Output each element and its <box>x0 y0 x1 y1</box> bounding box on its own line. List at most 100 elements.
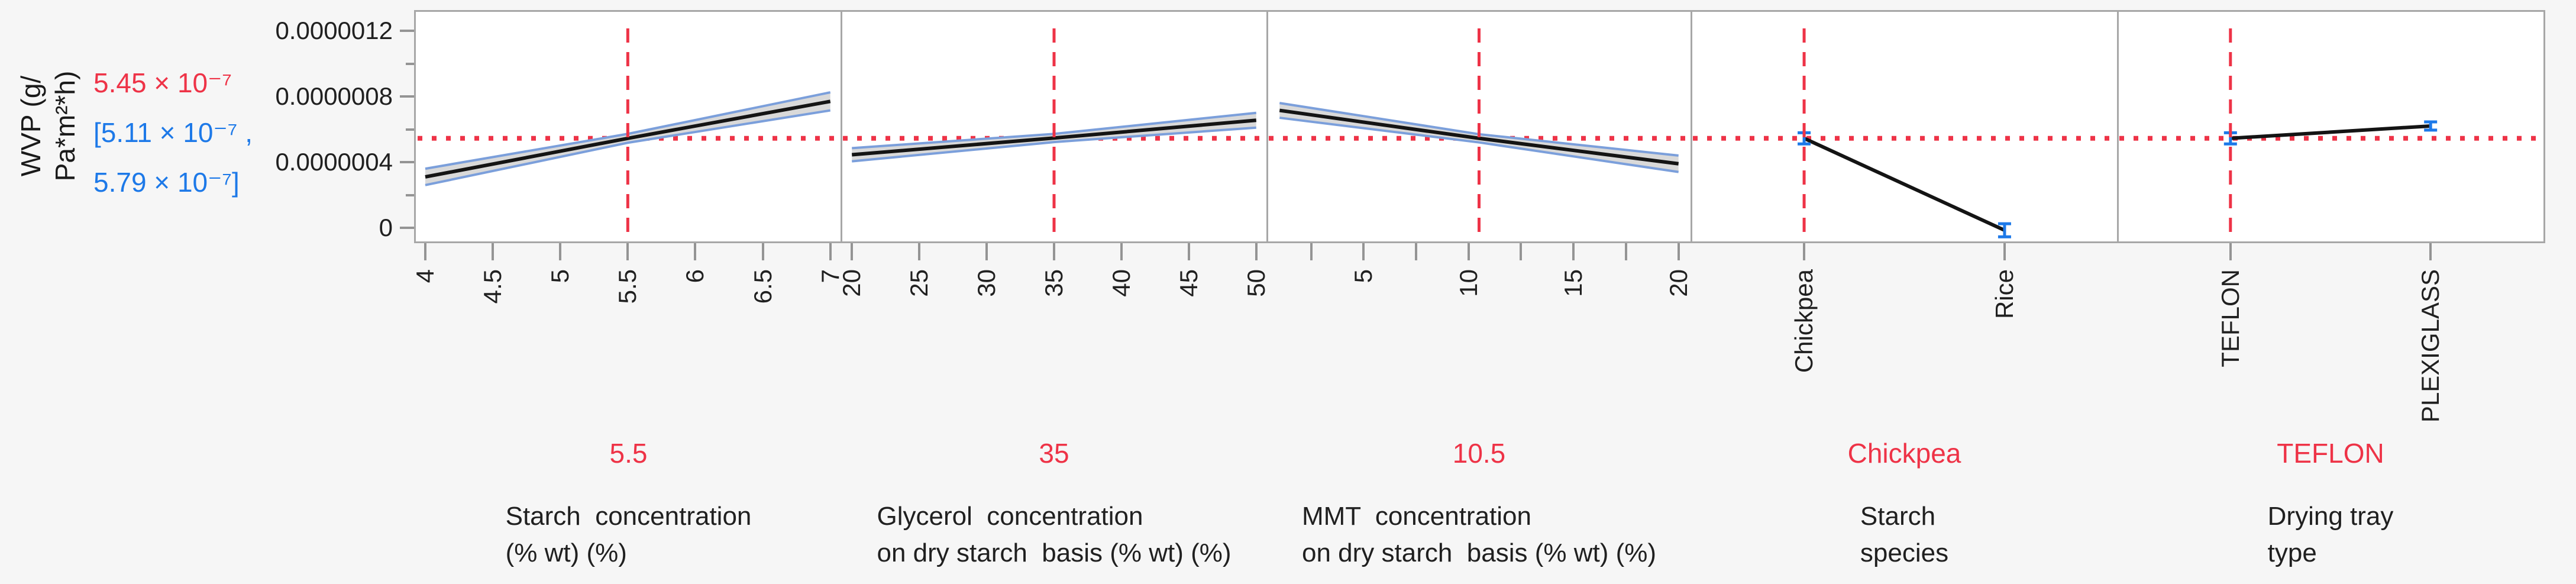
predicted-ci-upper: 5.79 × 10⁻⁷] <box>93 167 240 198</box>
x-tick <box>1187 243 1190 260</box>
x-tick-label: 30 <box>972 269 1001 297</box>
panel-5 <box>2118 12 2543 241</box>
x-minor-tick <box>1415 243 1417 260</box>
y-tick-label: 0.0000008 <box>275 82 393 110</box>
factor-footer-2: 35 Glycerol concentration on dry starch b… <box>841 437 1267 572</box>
x-tick <box>1120 243 1123 260</box>
y-tick <box>400 95 415 98</box>
prediction-trace <box>851 118 1257 157</box>
factor-name: Drying tray type <box>2267 502 2394 567</box>
panel-separator <box>1266 12 1268 241</box>
x-minor-tick <box>1624 243 1627 260</box>
x-tick <box>1255 243 1258 260</box>
x-tick <box>559 243 562 260</box>
x-tick-label: 5 <box>546 269 574 283</box>
prediction-trace <box>425 99 831 179</box>
factor-current-value: 35 <box>1039 438 1069 469</box>
x-tick-label: PLEXIGLASS <box>2416 269 2445 423</box>
factor-footer-3: 10.5 MMT concentration on dry starch basi… <box>1267 437 1691 572</box>
factor-footer-5: TEFLON Drying tray type <box>2118 437 2543 572</box>
x-tick <box>2429 243 2432 260</box>
panel-separator <box>2117 12 2119 241</box>
x-tick <box>1572 243 1575 260</box>
panel-separator <box>841 12 842 241</box>
factor-current-value: TEFLON <box>2277 438 2384 469</box>
x-tick <box>985 243 988 260</box>
y-tick-label: 0.0000004 <box>275 148 393 176</box>
x-tick <box>1677 243 1680 260</box>
predicted-ci-lower: [5.11 × 10⁻⁷ , <box>93 117 253 148</box>
y-tick-label: 0.0000012 <box>275 17 393 44</box>
x-tick <box>694 243 697 260</box>
x-tick-label: 45 <box>1174 269 1203 297</box>
x-tick-label: 6.5 <box>748 269 777 304</box>
panel-1 <box>416 12 841 241</box>
panel-plot-area-3 <box>1269 28 1689 237</box>
x-tick-label: Chickpea <box>1790 269 1818 373</box>
y-tick <box>400 227 415 229</box>
x-tick <box>1467 243 1470 260</box>
x-tick <box>851 243 854 260</box>
panel-plot-area-5 <box>2119 28 2542 237</box>
factor-current-value: 10.5 <box>1452 438 1506 469</box>
x-tick <box>492 243 494 260</box>
y-tick <box>400 30 415 32</box>
x-minor-tick <box>1520 243 1523 260</box>
prediction-trace <box>1803 137 2006 232</box>
predicted-value: 5.45 × 10⁻⁷ <box>93 67 232 98</box>
prediction-trace <box>1279 108 1679 166</box>
x-tick-label: 50 <box>1242 269 1270 297</box>
x-tick <box>2229 243 2232 260</box>
panel-4 <box>1691 12 2118 241</box>
factor-name: Glycerol concentration on dry starch bas… <box>877 502 1232 567</box>
x-tick <box>761 243 764 260</box>
y-minor-tick <box>406 193 415 196</box>
panel-plot-area-2 <box>843 28 1265 237</box>
y-minor-tick <box>406 128 415 131</box>
prediction-trace <box>2230 124 2431 140</box>
confidence-lower-line <box>425 109 831 186</box>
y-tick <box>400 161 415 163</box>
x-tick <box>424 243 426 260</box>
x-tick-label: 4.5 <box>479 269 507 304</box>
x-tick <box>829 243 832 260</box>
x-tick-label: 40 <box>1107 269 1135 297</box>
x-minor-tick <box>1310 243 1313 260</box>
x-tick-label: 20 <box>838 269 866 297</box>
confidence-lower-line <box>1279 117 1679 173</box>
x-tick <box>1803 243 1806 260</box>
factor-name: Starch species <box>1860 502 1949 567</box>
y-axis-title: WVP (g/ Pa*m²*h) <box>14 18 82 234</box>
panel-plot-area-1 <box>418 28 839 237</box>
y-axis-title-line1: WVP (g/ <box>15 75 46 177</box>
x-tick <box>1362 243 1365 260</box>
x-tick <box>1053 243 1055 260</box>
x-tick-label: 35 <box>1040 269 1068 297</box>
panel-plot-area-4 <box>1693 28 2116 238</box>
panel-3 <box>1267 12 1691 241</box>
factor-footer-4: Chickpea Starch species <box>1691 437 2118 572</box>
x-tick <box>2003 243 2006 260</box>
x-tick-label: 10 <box>1454 269 1482 297</box>
confidence-lower-line <box>852 126 1256 163</box>
x-tick-label: 25 <box>905 269 933 297</box>
y-axis-title-line2: Pa*m²*h) <box>50 70 80 182</box>
factor-current-value: Chickpea <box>1847 438 1961 469</box>
x-tick-label: Rice <box>1990 269 2018 320</box>
x-tick-label: 4 <box>411 269 439 283</box>
factor-current-value: 5.5 <box>609 438 648 469</box>
x-tick-label: 15 <box>1559 269 1588 297</box>
panel-separator <box>1691 12 1692 241</box>
x-tick-label: 5 <box>1349 269 1378 283</box>
factor-name: MMT concentration on dry starch basis (%… <box>1301 502 1657 567</box>
x-tick <box>918 243 921 260</box>
factor-name: Starch concentration (% wt) (%) <box>505 502 752 567</box>
x-tick-label: 5.5 <box>613 269 642 304</box>
factor-footer-1: 5.5 Starch concentration (% wt) (%) <box>416 437 841 572</box>
y-minor-tick <box>406 62 415 65</box>
x-tick <box>626 243 629 260</box>
x-tick-label: 20 <box>1664 269 1692 297</box>
x-tick-label: 6 <box>681 269 709 283</box>
y-tick-label: 0 <box>379 214 393 241</box>
